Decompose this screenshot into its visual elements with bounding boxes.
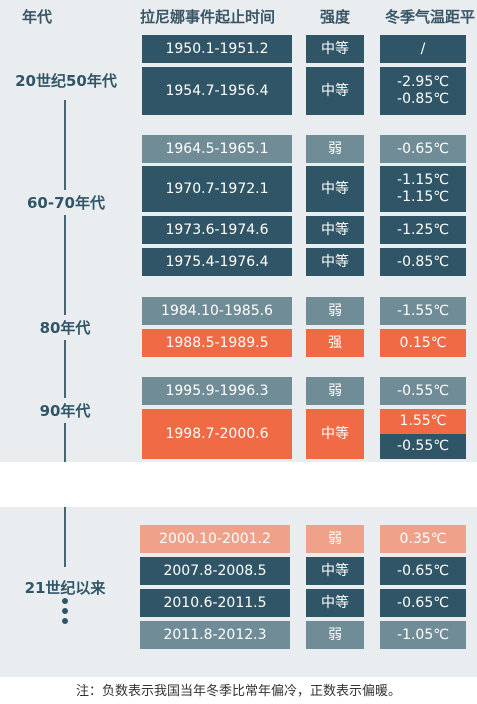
temp-cell: -1.15℃ -1.15℃: [380, 166, 466, 212]
decade-label-50s: 20世纪50年代: [4, 68, 128, 93]
temp-cell: -0.65℃: [380, 135, 466, 163]
intensity-cell: 中等: [306, 216, 364, 244]
intensity-cell: 弱: [306, 297, 364, 325]
period-cell: 1973.6-1974.6: [142, 216, 292, 244]
temp-cell: -0.65℃: [380, 557, 466, 585]
temp-cell: 1.55℃: [380, 409, 466, 434]
intensity-cell: 弱: [306, 621, 364, 649]
period-cell: 2000.10-2001.2: [140, 525, 290, 553]
timeline-line: [64, 507, 66, 567]
temp-cell: 0.15℃: [380, 329, 466, 357]
temp-cell: /: [380, 35, 466, 63]
period-cell: 1970.7-1972.1: [142, 166, 292, 212]
period-cell: 1984.10-1985.6: [142, 297, 292, 325]
dot: [62, 598, 68, 604]
temp-cell: 0.35℃: [380, 525, 466, 553]
footnote: 注：负数表示我国当年冬季比常年偏冷，正数表示偏暖。: [75, 684, 401, 699]
ellipsis-dots: [58, 598, 72, 628]
period-cell: 2007.8-2008.5: [140, 557, 290, 585]
dot: [62, 618, 68, 624]
temp-value: -1.15℃: [397, 189, 449, 205]
period-cell: 2011.8-2012.3: [140, 621, 290, 649]
temp-cell: -1.25℃: [380, 216, 466, 244]
intensity-cell: 中等: [306, 557, 364, 585]
intensity-cell: 中等: [306, 589, 364, 617]
dot: [62, 608, 68, 614]
temp-cell: -0.65℃: [380, 589, 466, 617]
period-cell: 1995.9-1996.3: [142, 377, 292, 405]
period-cell: 1954.7-1956.4: [142, 67, 292, 115]
period-cell: 1988.5-1989.5: [142, 329, 292, 357]
intensity-cell: 弱: [306, 135, 364, 163]
temp-cell: -1.05℃: [380, 621, 466, 649]
period-cell: 2010.6-2011.5: [140, 589, 290, 617]
intensity-cell: 中等: [306, 248, 364, 276]
decade-label-80s: 80年代: [32, 315, 98, 340]
header-winter-temp: 冬季气温距平: [385, 8, 476, 26]
header-decade: 年代: [22, 8, 53, 26]
decade-label-21st: 21世纪以来: [18, 575, 112, 600]
decade-label-60s-70s: 60-70年代: [16, 190, 116, 215]
period-cell: 1964.5-1965.1: [142, 135, 292, 163]
period-cell: 1998.7-2000.6: [142, 409, 292, 459]
intensity-cell: 中等: [306, 166, 364, 212]
intensity-cell: 弱: [306, 525, 364, 553]
period-cell: 1950.1-1951.2: [142, 35, 292, 63]
intensity-cell: 中等: [306, 409, 364, 459]
intensity-cell: 中等: [306, 35, 364, 63]
temp-cell: -1.55℃: [380, 297, 466, 325]
decade-label-90s: 90年代: [32, 398, 98, 423]
temp-cell: -2.95℃ -0.85℃: [380, 67, 466, 115]
header-period: 拉尼娜事件起止时间: [140, 8, 276, 26]
temp-value: -1.15℃: [397, 172, 449, 188]
temp-value: -0.85℃: [397, 91, 449, 107]
header-intensity: 强度: [320, 8, 351, 26]
intensity-cell: 弱: [306, 377, 364, 405]
temp-cell: -0.55℃: [380, 434, 466, 459]
timeline-line: [64, 100, 66, 462]
period-cell: 1975.4-1976.4: [142, 248, 292, 276]
temp-cell: -0.55℃: [380, 377, 466, 405]
temp-cell: -0.85℃: [380, 248, 466, 276]
section-gap: [0, 462, 477, 507]
intensity-cell: 中等: [306, 67, 364, 115]
intensity-cell: 强: [306, 329, 364, 357]
temp-value: -2.95℃: [397, 74, 449, 90]
